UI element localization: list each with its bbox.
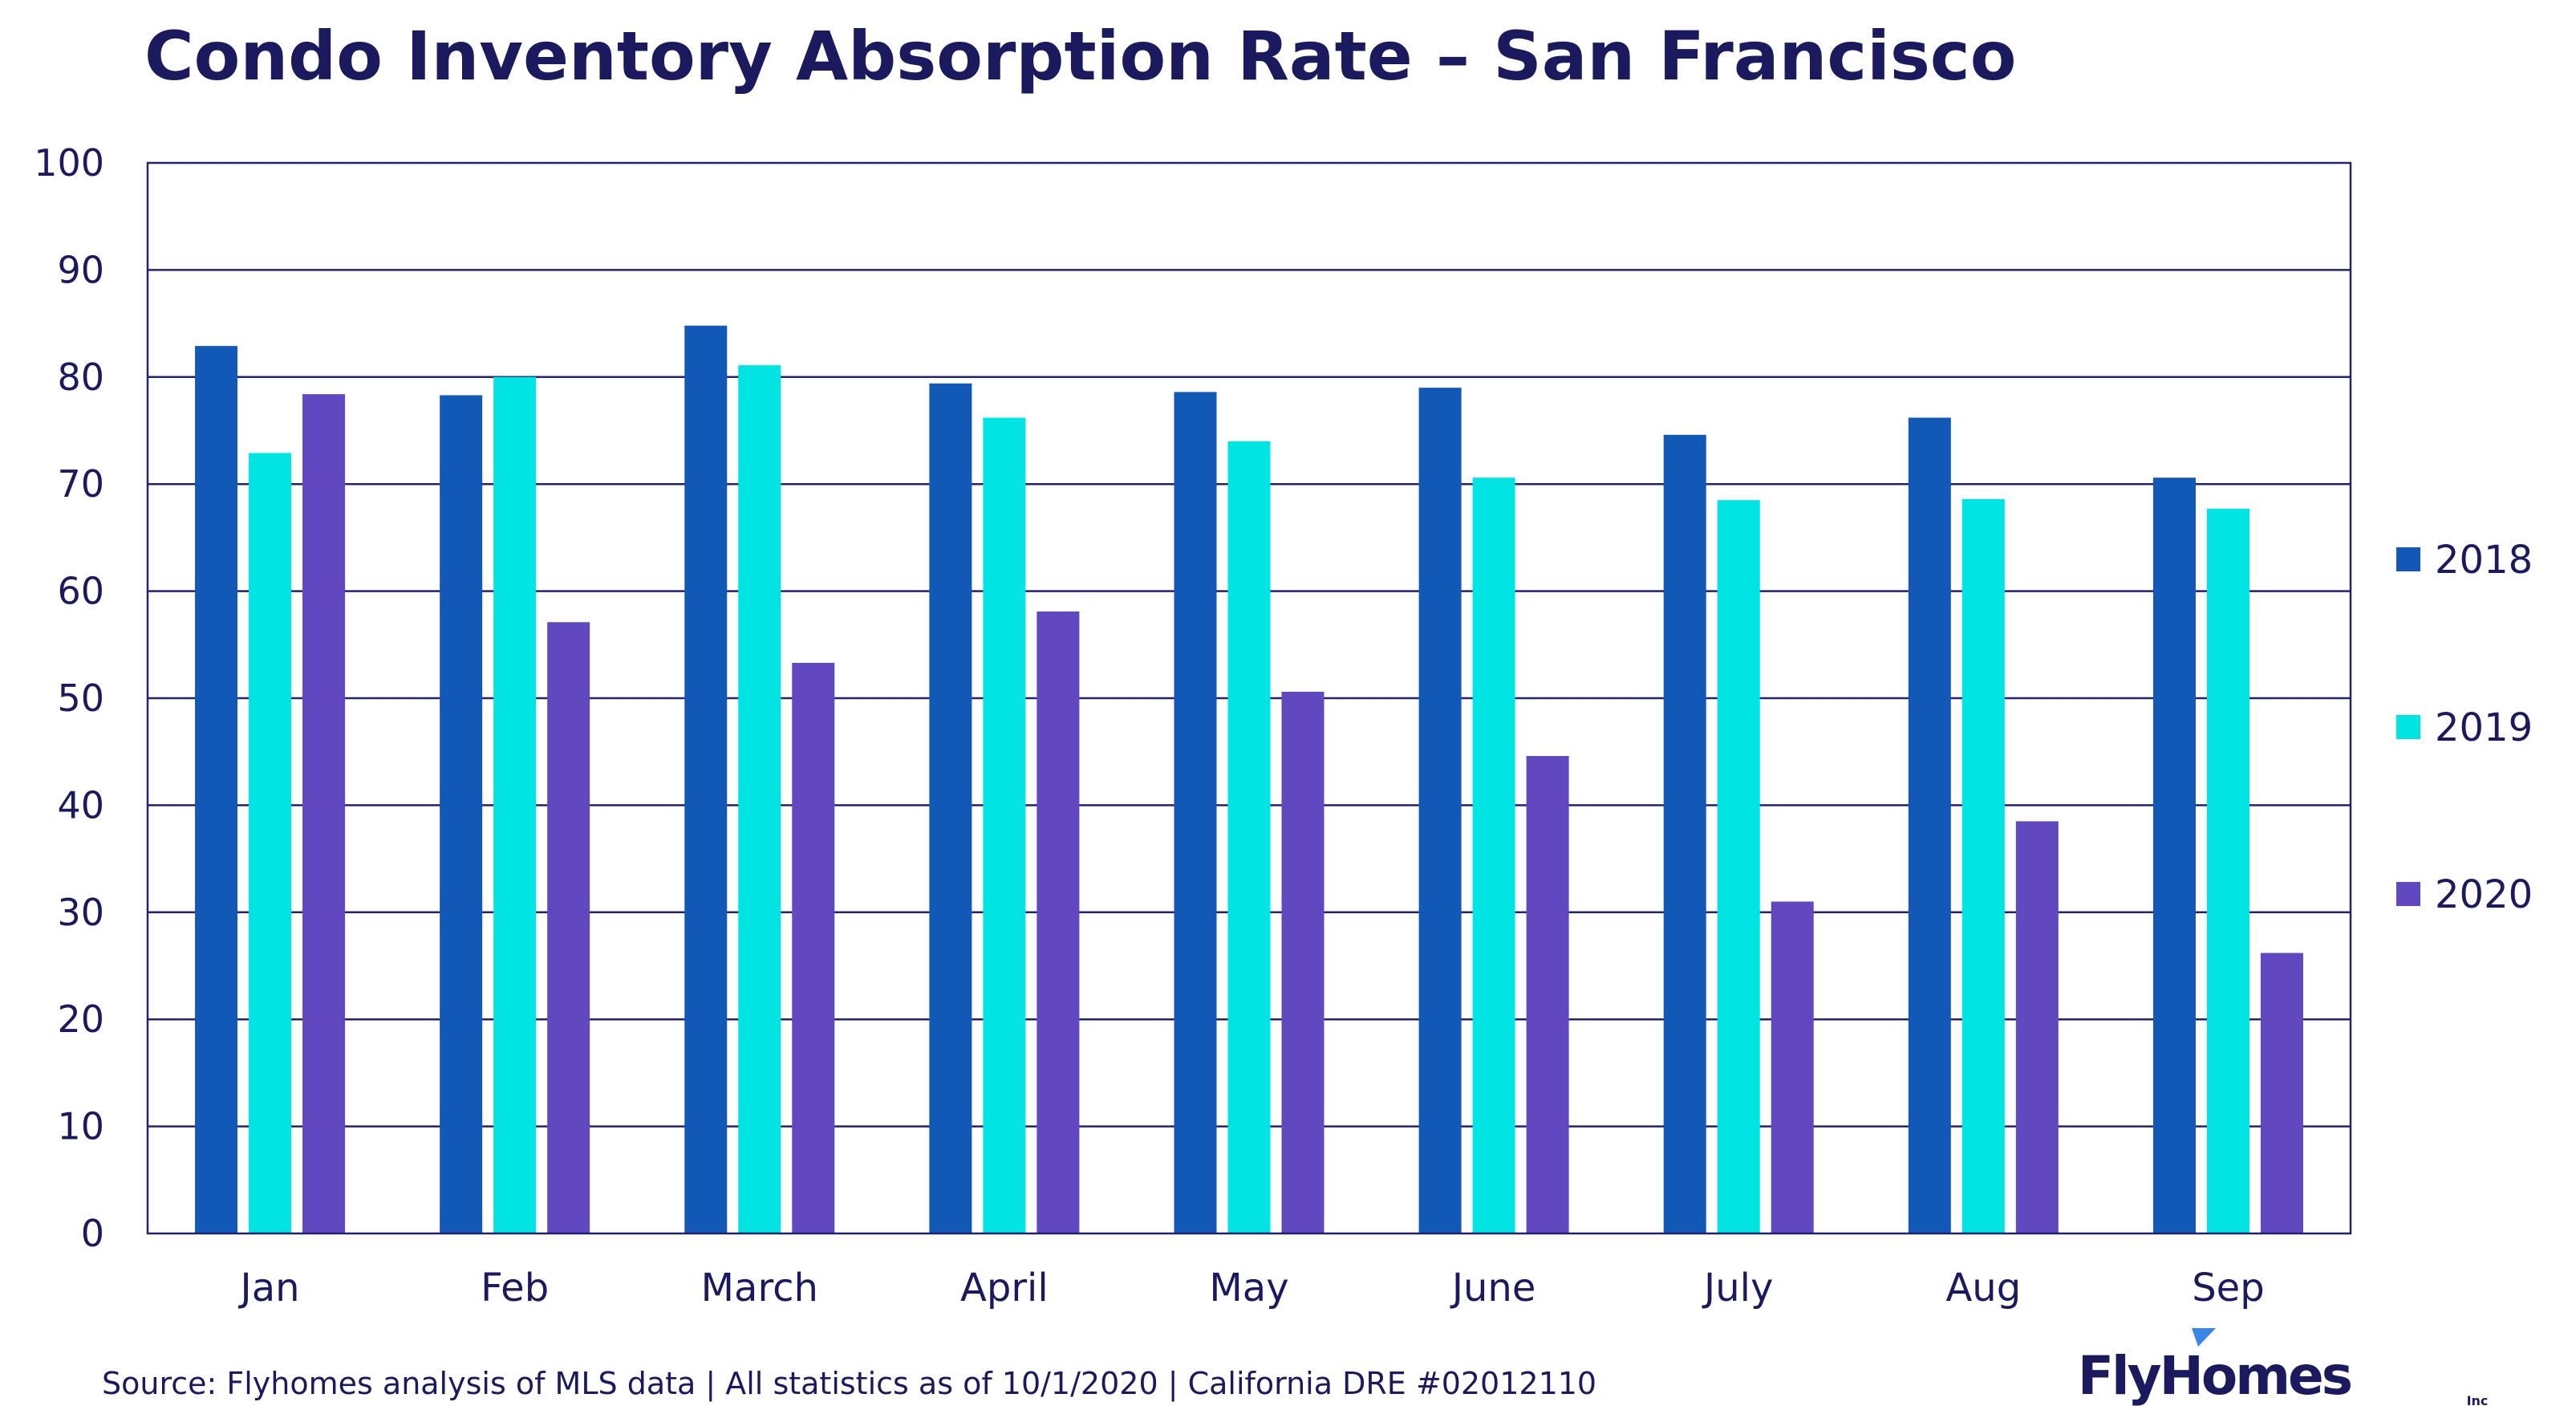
y-tick-label: 30: [57, 891, 104, 934]
legend-label-2020: 2020: [2435, 872, 2533, 917]
source-note: Source: Flyhomes analysis of MLS data | …: [102, 1366, 1596, 1402]
bar-2018-july: [1663, 434, 1706, 1233]
bar-2019-sep: [2206, 508, 2249, 1233]
bar-2020-jan: [302, 394, 346, 1233]
legend-label-2019: 2019: [2435, 705, 2533, 750]
y-tick-label: 0: [81, 1212, 104, 1255]
bar-2018-may: [1174, 392, 1217, 1233]
bar-2018-march: [684, 325, 728, 1233]
x-category-label: May: [1209, 1266, 1288, 1310]
x-category-label: June: [1450, 1266, 1536, 1310]
y-tick-label: 50: [57, 677, 104, 720]
logo-wordmark: FlyHomes: [2078, 1345, 2351, 1407]
chart-title: Condo Inventory Absorption Rate – San Fr…: [144, 17, 2016, 95]
y-tick-label: 10: [57, 1105, 104, 1148]
y-tick-label: 100: [34, 141, 104, 185]
y-tick-label: 90: [57, 248, 104, 291]
legend-swatch-2020: [2396, 882, 2420, 906]
legend-swatch-2018: [2396, 547, 2420, 571]
y-tick-label: 40: [57, 783, 104, 827]
bar-2020-july: [1771, 901, 1814, 1233]
bar-2018-sep: [2152, 477, 2196, 1233]
bar-2020-april: [1036, 611, 1080, 1233]
bar-2019-april: [983, 417, 1026, 1233]
x-category-label: March: [701, 1266, 818, 1310]
bar-2018-aug: [1908, 417, 1951, 1233]
bar-2019-march: [738, 365, 781, 1234]
legend-label-2018: 2018: [2435, 538, 2533, 583]
bar-2020-aug: [2015, 821, 2059, 1233]
y-tick-label: 80: [57, 356, 104, 399]
bar-2020-sep: [2260, 953, 2303, 1233]
bar-2020-march: [792, 662, 835, 1233]
logo-flag-icon: [2192, 1328, 2216, 1347]
bar-2019-aug: [1961, 498, 2005, 1233]
bar-2018-june: [1418, 388, 1462, 1233]
bar-2018-feb: [440, 395, 483, 1233]
logo-suffix: Inc: [2467, 1393, 2489, 1408]
y-axis-tick-labels: 0 10 20 30 40 50 60 70 80 90 100: [34, 141, 104, 1255]
bar-2020-may: [1281, 691, 1325, 1233]
bar-2019-july: [1717, 500, 1760, 1233]
legend: 2018 2019 2020: [2396, 538, 2533, 917]
bars: [195, 325, 2303, 1234]
x-axis-category-labels: Jan Feb March April May June July Aug Sep: [238, 1266, 2265, 1310]
bar-2018-jan: [195, 346, 238, 1233]
bar-2019-may: [1227, 441, 1271, 1233]
bar-2019-feb: [493, 376, 537, 1233]
x-category-label: Sep: [2192, 1266, 2264, 1310]
bar-2019-june: [1472, 477, 1515, 1233]
y-tick-label: 70: [57, 462, 104, 506]
x-category-label: Jan: [238, 1266, 300, 1310]
bar-2019-jan: [249, 453, 292, 1233]
y-tick-label: 20: [57, 998, 104, 1041]
bar-2020-june: [1526, 756, 1569, 1233]
y-tick-label: 60: [57, 570, 104, 613]
x-category-label: Aug: [1945, 1266, 2021, 1310]
bar-2020-feb: [547, 622, 590, 1233]
x-category-label: Feb: [481, 1266, 549, 1310]
flyhomes-logo: FlyHomes Inc: [2078, 1328, 2488, 1408]
x-category-label: April: [960, 1266, 1049, 1310]
plot-frame: [146, 161, 2352, 1235]
x-category-label: July: [1702, 1266, 1773, 1310]
bar-2018-april: [929, 383, 972, 1234]
legend-swatch-2019: [2396, 715, 2420, 739]
